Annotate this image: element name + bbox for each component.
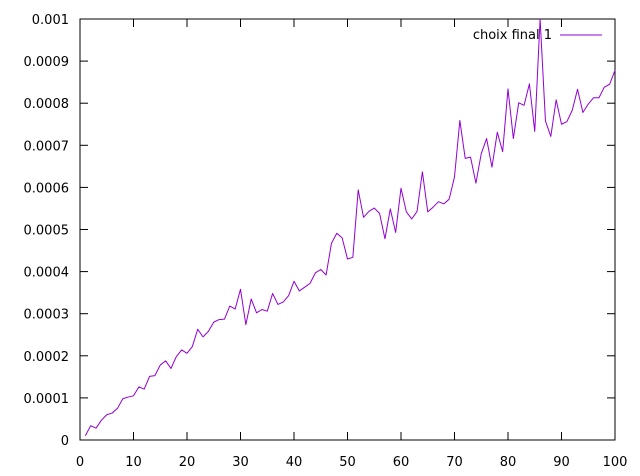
series-line-choix-final-1	[84, 18, 616, 437]
y-tick-label: 0.001	[32, 13, 69, 28]
y-tick-label: 0.0006	[24, 181, 70, 196]
x-tick-labels: 0 10 20 30 40 50 60 70 80 90 100	[76, 455, 628, 470]
y-tick-label: 0.0007	[24, 139, 70, 154]
y-tick-label: 0.0003	[24, 308, 70, 323]
x-tick-label: 80	[500, 455, 517, 470]
x-tick-label: 60	[393, 455, 410, 470]
y-tick-label: 0.0002	[24, 350, 70, 365]
y-tick-label: 0	[61, 434, 69, 449]
y-tick-label: 0.0005	[24, 224, 70, 239]
legend-label: choix final 1	[473, 28, 552, 43]
x-tick-label: 0	[76, 455, 84, 470]
plot-area	[79, 18, 616, 441]
axis-ticks	[80, 19, 615, 440]
x-tick-label: 100	[603, 455, 628, 470]
y-tick-label: 0.0004	[24, 266, 70, 281]
x-tick-label: 30	[232, 455, 249, 470]
legend: choix final 1	[473, 28, 602, 43]
x-tick-label: 50	[339, 455, 356, 470]
y-tick-labels: 0 0.0001 0.0002 0.0003 0.0004 0.0005 0.0006 0.0…	[24, 13, 70, 449]
y-tick-label: 0.0001	[24, 392, 70, 407]
x-tick-label: 10	[125, 455, 142, 470]
y-tick-label: 0.0009	[24, 55, 70, 70]
y-tick-label: 0.0008	[24, 97, 70, 112]
x-tick-label: 70	[446, 455, 463, 470]
x-tick-label: 90	[553, 455, 570, 470]
x-tick-label: 40	[286, 455, 303, 470]
x-tick-label: 20	[179, 455, 196, 470]
